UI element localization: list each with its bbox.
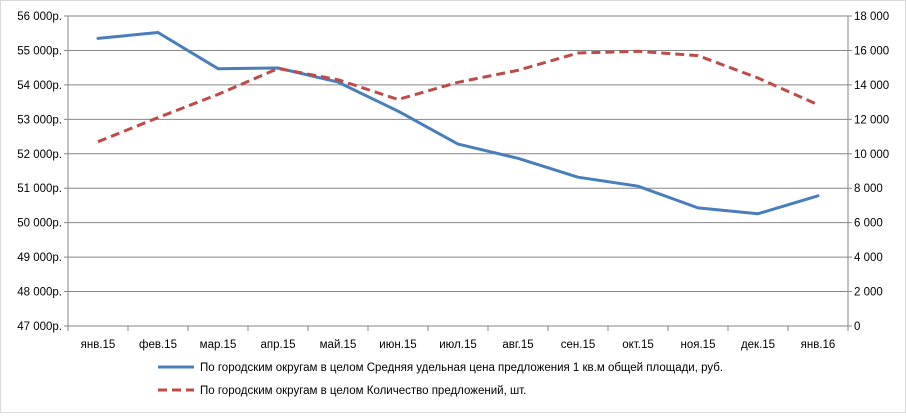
left-tick-label: 55 000р. <box>17 45 62 57</box>
legend-label-2: По городским округам в целом Количество … <box>200 385 526 397</box>
axes <box>64 16 852 331</box>
left-tick-label: 56 000р. <box>17 11 62 23</box>
x-tick-label: янв.16 <box>801 339 836 351</box>
left-axis-ticks: 47 000р. 48 000р. 49 000р. 50 000р. 51 000р.… <box>17 11 62 333</box>
gridlines <box>68 16 848 326</box>
left-tick-label: 54 000р. <box>17 80 62 92</box>
x-tick-label: окт.15 <box>622 339 654 351</box>
series-line-2 <box>98 51 818 141</box>
legend-label-1: По городским округам в целом Средняя уде… <box>200 362 723 374</box>
right-tick-label: 8 000 <box>854 183 883 195</box>
left-tick-label: 50 000р. <box>17 218 62 230</box>
x-tick-label: ноя.15 <box>681 339 716 351</box>
right-tick-label: 4 000 <box>854 252 883 264</box>
right-tick-label: 10 000 <box>854 149 889 161</box>
x-tick-label: май.15 <box>320 339 357 351</box>
series-lines <box>98 33 818 214</box>
right-tick-label: 6 000 <box>854 218 883 230</box>
left-tick-label: 51 000р. <box>17 183 62 195</box>
x-axis-ticks: янв.15 фев.15 мар.15 апр.15 май.15 июн.15 июл.… <box>81 339 836 351</box>
right-tick-label: 0 <box>854 321 860 333</box>
left-tick-label: 47 000р. <box>17 321 62 333</box>
right-tick-label: 12 000 <box>854 114 889 126</box>
left-tick-label: 48 000р. <box>17 287 62 299</box>
x-tick-label: сен.15 <box>561 339 595 351</box>
x-tick-label: мар.15 <box>200 339 237 351</box>
x-tick-label: авг.15 <box>502 339 533 351</box>
x-tick-label: дек.15 <box>741 339 775 351</box>
right-tick-label: 16 000 <box>854 45 889 57</box>
left-tick-label: 49 000р. <box>17 252 62 264</box>
right-tick-label: 18 000 <box>854 11 889 23</box>
left-tick-label: 52 000р. <box>17 149 62 161</box>
x-tick-label: июл.15 <box>439 339 477 351</box>
x-tick-label: июн.15 <box>379 339 416 351</box>
right-tick-label: 14 000 <box>854 80 889 92</box>
x-tick-label: фев.15 <box>139 339 177 351</box>
x-tick-label: янв.15 <box>81 339 116 351</box>
x-tick-label: апр.15 <box>260 339 295 351</box>
left-tick-label: 53 000р. <box>17 114 62 126</box>
right-axis-ticks: 0 2 000 4 000 6 000 8 000 10 000 12 000 14 000 1… <box>854 11 889 333</box>
legend: По городским округам в целом Средняя уде… <box>158 362 723 397</box>
right-tick-label: 2 000 <box>854 287 883 299</box>
